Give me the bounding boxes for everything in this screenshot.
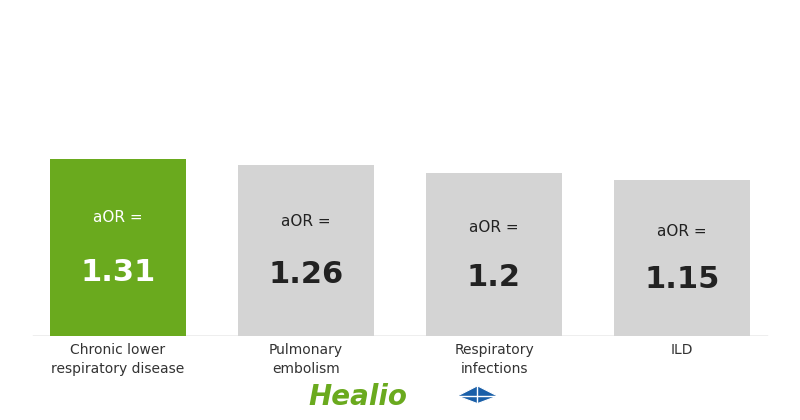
Polygon shape (421, 386, 534, 404)
Text: 1.15: 1.15 (644, 265, 720, 294)
Text: Chronic lower
respiratory disease: Chronic lower respiratory disease (51, 343, 185, 376)
Text: 1.26: 1.26 (268, 260, 344, 289)
Text: ILD: ILD (670, 343, 694, 357)
Text: aOR =: aOR = (93, 210, 143, 225)
Text: aOR =: aOR = (469, 220, 519, 235)
Text: Pulmonary
embolism: Pulmonary embolism (269, 343, 343, 376)
Text: aOR =: aOR = (657, 224, 707, 239)
FancyBboxPatch shape (614, 180, 750, 336)
Text: Respiratory
infections: Respiratory infections (454, 343, 534, 376)
Text: Adjusted odds for 30-mortality among patients from low
socioeconomic status neig: Adjusted odds for 30-mortality among pat… (56, 36, 744, 82)
FancyBboxPatch shape (50, 158, 186, 336)
Text: aOR =: aOR = (281, 214, 331, 229)
Text: 1.2: 1.2 (467, 263, 521, 292)
FancyBboxPatch shape (238, 165, 374, 336)
Text: 1.31: 1.31 (80, 257, 156, 286)
Text: Healio: Healio (308, 383, 407, 411)
FancyBboxPatch shape (426, 173, 562, 336)
